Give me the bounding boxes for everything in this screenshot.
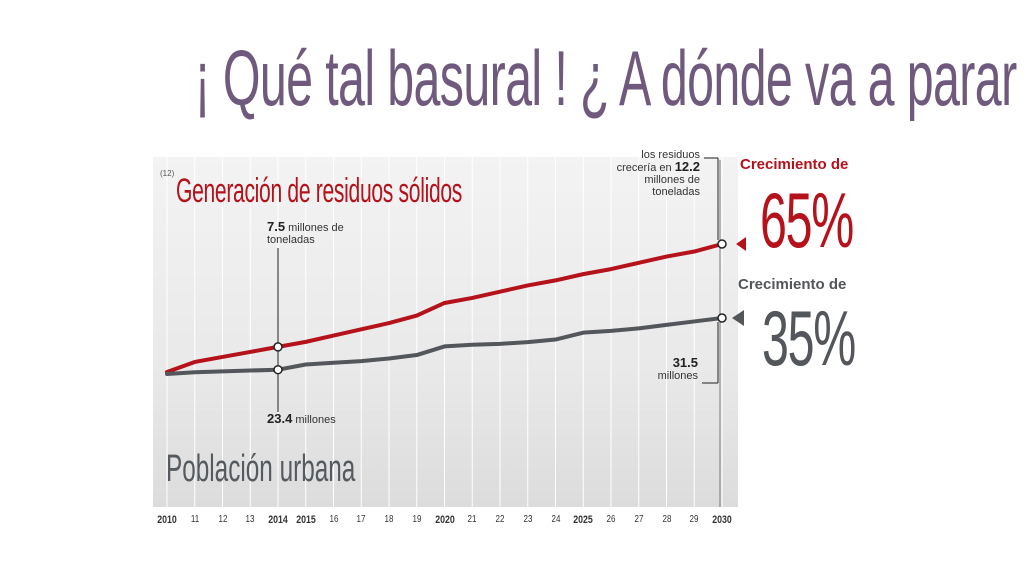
x-tick-label: 18	[384, 514, 394, 525]
data-point-0-2014	[273, 342, 283, 352]
annotation-waste-2014-value: 7.5	[267, 219, 286, 234]
x-tick-label: 13	[245, 514, 255, 525]
x-tick-label: 11	[190, 514, 199, 525]
x-tick-label: 12	[218, 514, 227, 525]
x-tick-label: 2014	[268, 514, 288, 526]
annotation-waste-2014-text: millones de toneladas	[267, 222, 344, 246]
annotation-pop-2030-text: millones	[657, 370, 698, 382]
x-tick-label: 16	[329, 514, 338, 525]
growth-label-population: Crecimiento de	[738, 276, 847, 293]
annotation-waste-2014: 7.5 millones de toneladas	[267, 219, 367, 246]
growth-label-waste: Crecimiento de	[740, 156, 849, 173]
growth-value-waste: 65%	[760, 176, 854, 264]
series-line-0	[165, 242, 724, 374]
growth-pointer-waste	[736, 237, 746, 251]
x-tick-label: 22	[495, 514, 505, 525]
data-point-1-2014	[273, 364, 283, 375]
x-tick-label: 19	[412, 514, 422, 525]
annotation-pop-2030: 31.5 millones	[640, 355, 698, 382]
annotation-waste-2030-pre: los residuos crecería en	[616, 149, 700, 174]
data-point-1-2030	[717, 313, 727, 323]
series-line-1	[165, 316, 724, 376]
x-tick-label: 2015	[295, 514, 316, 526]
annotation-pop-2014: 23.4 millones	[267, 411, 336, 426]
x-tick-label: 26	[606, 514, 616, 525]
x-tick-label: 17	[356, 514, 366, 525]
x-tick-label: 21	[467, 514, 477, 525]
chart-subtitle: Población urbana	[166, 448, 356, 490]
growth-pointer-population	[732, 310, 744, 326]
annotation-waste-2030: los residuos crecería en 12.2 millones d…	[610, 149, 700, 198]
x-tick-label: 27	[634, 514, 644, 525]
chart-reference: (12)	[160, 169, 175, 178]
annotation-waste-2030-value: 12.2	[674, 159, 700, 174]
x-tick-label: 2030	[712, 514, 732, 526]
annotation-pop-2014-text: millones	[295, 414, 336, 426]
x-tick-label: 23	[523, 514, 533, 525]
x-tick-label: 24	[551, 514, 560, 525]
growth-value-population: 35%	[762, 294, 856, 382]
x-tick-label: 2010	[157, 514, 177, 526]
annotation-waste-2030-text: millones de toneladas	[644, 174, 700, 198]
annotation-pop-2014-value: 23.4	[267, 411, 293, 426]
x-tick-label: 29	[689, 514, 699, 525]
x-tick-label: 28	[662, 514, 671, 525]
x-tick-label: 2020	[434, 514, 455, 526]
chart-title: Generación de residuos sólidos	[176, 172, 463, 210]
data-point-0-2030	[717, 239, 727, 249]
x-tick-label: 2025	[573, 514, 594, 526]
annotation-pop-2030-value: 31.5	[672, 355, 698, 370]
